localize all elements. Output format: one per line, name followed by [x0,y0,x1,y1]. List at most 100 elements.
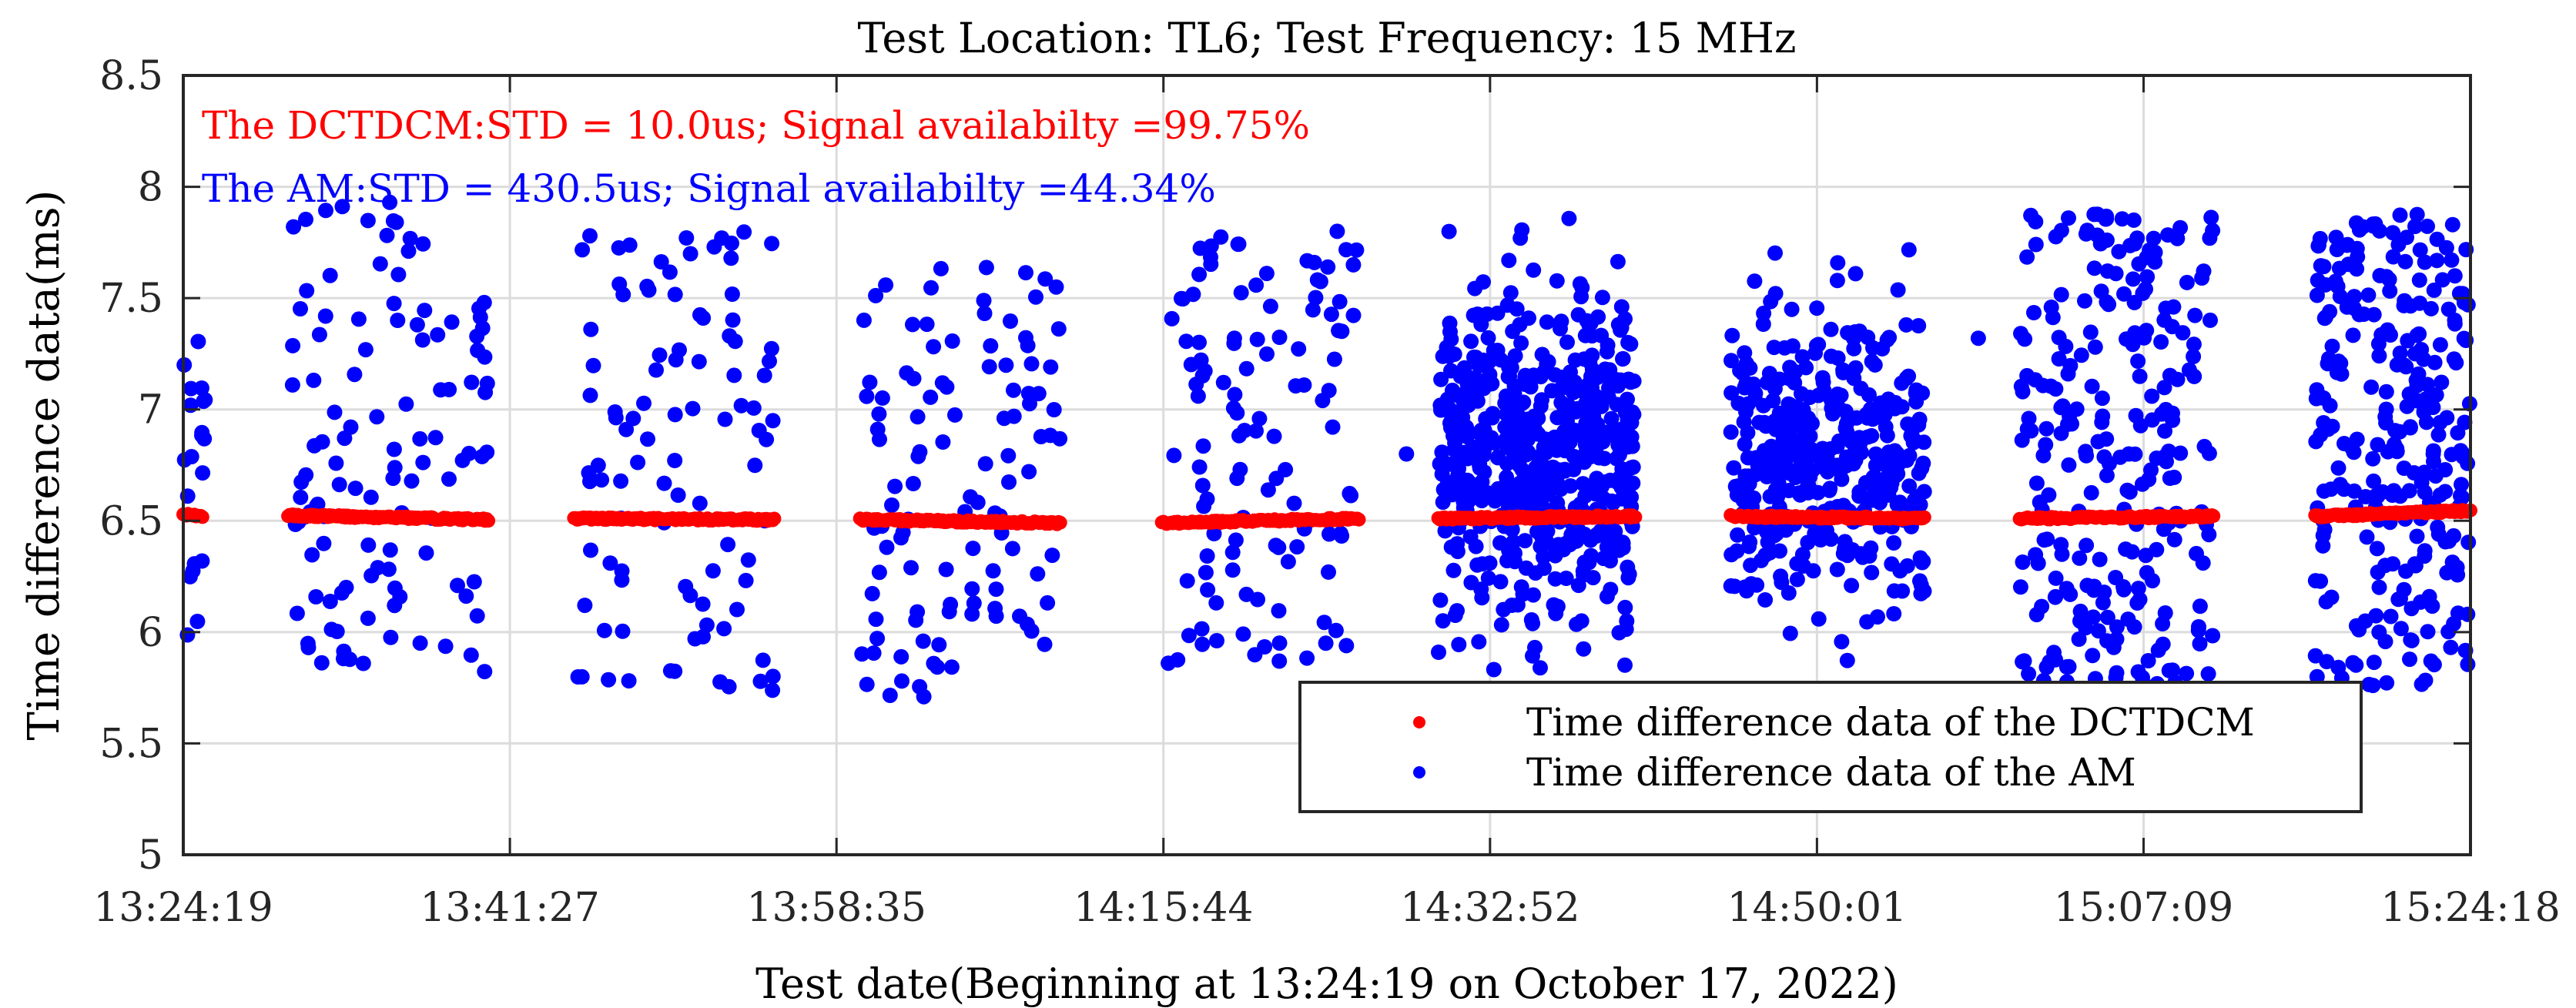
am-data-point [1780,585,1797,601]
am-data-point [2114,211,2130,227]
am-data-point [1533,660,1548,676]
am-data-point [2015,654,2031,670]
am-data-point [2144,412,2160,428]
am-data-point [1443,331,1459,347]
am-data-point [2073,347,2089,363]
am-data-point [1463,574,1479,591]
am-data-point [2371,579,2387,595]
am-data-point [691,353,707,370]
am-data-point [183,449,199,464]
am-data-point [1432,456,1448,472]
am-data-point [293,301,308,316]
am-data-point [1539,314,1555,330]
am-data-point [286,219,302,235]
am-data-point [2385,249,2401,265]
am-data-point [2397,253,2414,270]
am-data-point [878,277,894,293]
am-data-point [906,370,922,387]
am-data-point [2363,379,2380,395]
am-data-point [964,581,980,597]
am-data-point [2427,354,2443,370]
dctdcm-data-point [481,514,496,528]
am-data-point [1747,467,1764,483]
am-data-point [866,645,882,661]
am-data-point [2440,624,2457,640]
am-data-point [1191,266,1208,283]
am-data-point [1452,474,1469,490]
am-data-point [585,357,601,373]
y-tick-label: 6.5 [99,498,163,544]
am-data-point [1329,223,1345,239]
am-data-point [2443,639,2459,655]
am-data-point [916,688,932,705]
am-data-point [733,397,749,414]
am-data-point [1835,364,1851,380]
am-data-point [402,230,418,246]
am-data-point [2418,414,2434,430]
am-data-point [2407,219,2423,234]
am-data-point [1226,335,1242,351]
am-data-point [2406,465,2422,481]
am-data-point [1019,616,1035,632]
am-data-point [1194,477,1211,494]
am-data-point [1433,371,1449,387]
am-data-point [1262,298,1278,314]
am-data-point [1526,262,1542,278]
am-data-point [2309,668,2325,685]
am-data-point [705,563,721,579]
am-data-point [698,617,715,633]
am-data-point [1757,547,1774,563]
am-data-point [2434,374,2450,390]
am-data-point [1894,375,1910,391]
am-data-point [2111,243,2127,260]
am-data-point [331,477,347,493]
am-data-point [1723,424,1739,440]
am-data-point [1914,385,1931,401]
am-data-point [1224,562,1241,578]
am-data-point [1838,416,1854,432]
am-data-point [1286,495,1302,511]
am-data-point [412,430,428,447]
am-data-point [574,242,591,258]
am-data-point [311,327,327,343]
am-data-point [190,333,206,350]
am-data-point [2387,442,2403,458]
am-data-point [2149,541,2165,558]
am-data-point [1784,301,1800,317]
am-data-point [1334,528,1350,544]
am-data-point [724,235,739,251]
am-data-point [2403,632,2419,648]
am-data-point [1224,544,1241,561]
am-data-point [2162,367,2178,383]
am-data-point [1018,265,1033,281]
am-data-point [2157,448,2173,464]
am-data-point [472,309,488,325]
am-data-point [2019,249,2035,265]
am-data-point [390,313,406,328]
am-data-point [1459,376,1476,392]
am-data-point [2372,267,2388,283]
am-data-point [1771,441,1787,457]
am-data-point [602,555,618,571]
am-data-point [977,456,993,472]
am-data-point [1857,474,1874,491]
am-data-point [1779,460,1794,475]
am-data-point [464,374,480,390]
am-data-point [1756,305,1772,321]
am-data-point [2095,594,2111,611]
am-data-point [1767,245,1783,261]
am-data-point [1580,377,1596,393]
am-data-point [1577,488,1593,504]
am-data-point [293,489,309,505]
am-data-point [1248,277,1265,293]
am-data-point [1023,356,1040,372]
am-data-point [2144,388,2160,404]
am-data-point [908,612,924,628]
am-data-point [966,595,982,611]
am-data-point [1195,438,1211,454]
am-data-point [1583,449,1598,465]
am-data-point [1823,321,1839,337]
am-data-point [2035,447,2052,464]
am-data-point [723,250,739,266]
